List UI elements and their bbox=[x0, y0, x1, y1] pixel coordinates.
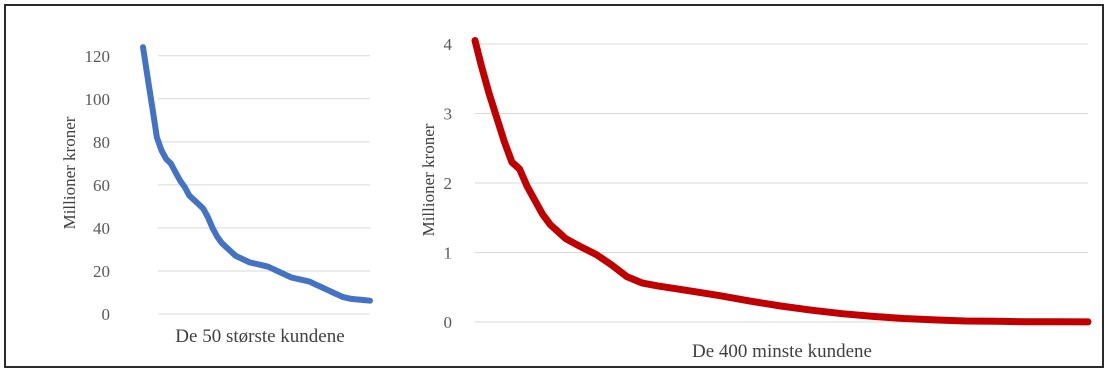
left-y-tick-label: 80 bbox=[93, 133, 110, 152]
left-y-tick-labels: 0 20 40 60 80 100 120 bbox=[85, 47, 111, 324]
chart-smallest-customers: 0 1 2 3 4 Millioner kroner De 400 minste kun… bbox=[419, 35, 1092, 362]
chart-largest-customers: 0 20 40 60 80 100 120 Millioner kroner De 50 s… bbox=[60, 44, 373, 347]
left-series-line bbox=[140, 44, 373, 304]
left-y-tick-label: 40 bbox=[93, 219, 110, 238]
right-y-axis-title: Millioner kroner bbox=[419, 123, 438, 236]
right-y-tick-label: 1 bbox=[444, 243, 453, 262]
right-y-tick-label: 0 bbox=[444, 313, 453, 332]
right-y-tick-labels: 0 1 2 3 4 bbox=[444, 35, 453, 332]
right-series-line bbox=[471, 37, 1092, 326]
right-y-tick-label: 2 bbox=[444, 174, 453, 193]
left-y-tick-label: 60 bbox=[93, 176, 110, 195]
right-y-tick-label: 3 bbox=[444, 104, 453, 123]
left-y-tick-label: 100 bbox=[85, 90, 111, 109]
right-gridlines bbox=[475, 43, 1088, 323]
left-y-tick-label: 20 bbox=[93, 262, 110, 281]
right-x-axis-label: De 400 minste kundene bbox=[692, 341, 872, 362]
left-y-tick-label: 0 bbox=[102, 305, 111, 324]
right-y-tick-label: 4 bbox=[444, 35, 453, 54]
left-gridlines bbox=[158, 55, 370, 315]
left-y-axis-title: Millioner kroner bbox=[60, 116, 79, 229]
left-x-axis-label: De 50 største kundene bbox=[175, 326, 344, 347]
left-y-tick-label: 120 bbox=[85, 47, 111, 66]
